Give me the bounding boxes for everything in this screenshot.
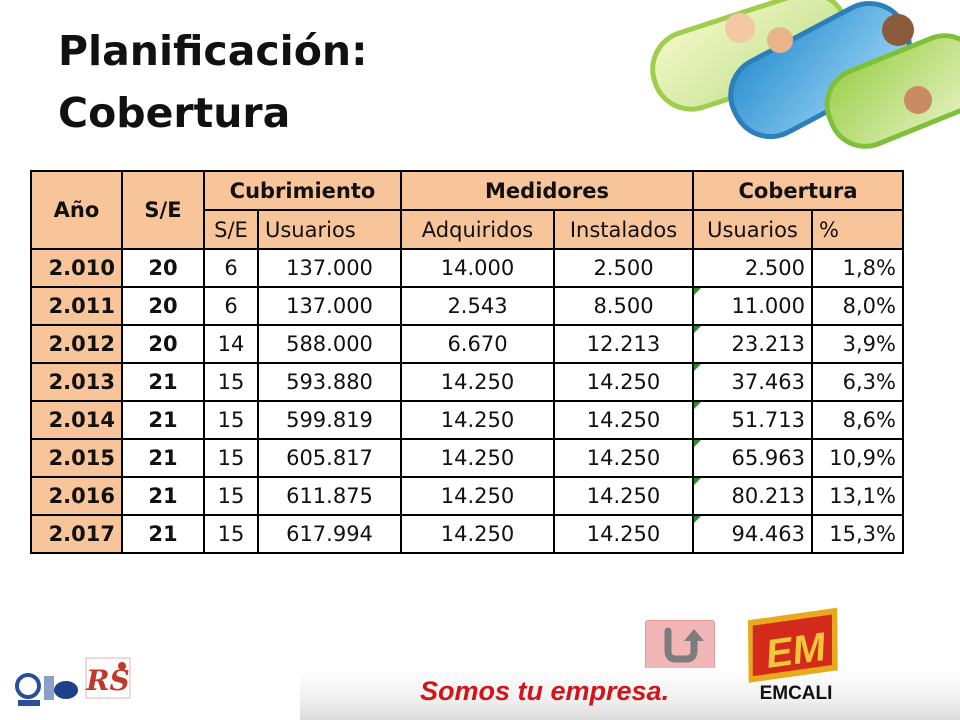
subheader-adquiridos: Adquiridos: [400, 209, 555, 250]
subheader-percent: %: [811, 209, 904, 250]
cell-cub-usuarios: 137.000: [257, 286, 402, 326]
cell-year: 2.012: [30, 324, 123, 364]
cell-cub-usuarios: 617.994: [257, 514, 402, 554]
cell-cub-se: 15: [203, 476, 259, 516]
cell-year: 2.010: [30, 248, 123, 288]
cell-instalados: 8.500: [553, 286, 694, 326]
cell-se: 21: [121, 362, 205, 402]
cell-instalados: 14.250: [553, 514, 694, 554]
cell-cob-usuarios: 23.213: [692, 324, 813, 364]
cell-cub-se: 6: [203, 248, 259, 288]
cell-cub-se: 6: [203, 286, 259, 326]
cell-se: 20: [121, 248, 205, 288]
header-cubrimiento: Cubrimiento: [203, 170, 402, 211]
cell-year: 2.017: [30, 514, 123, 554]
subheader-usuarios: Usuarios: [257, 209, 402, 250]
cell-cob-usuarios: 51.713: [692, 400, 813, 440]
cell-se: 21: [121, 400, 205, 440]
back-button[interactable]: [645, 620, 715, 670]
cell-cub-se: 14: [203, 324, 259, 364]
cell-cob-percent: 1,8%: [811, 248, 904, 288]
header-se: S/E: [121, 170, 205, 250]
header-medidores: Medidores: [400, 170, 694, 211]
cell-instalados: 2.500: [553, 248, 694, 288]
title-line-1: Planificación:: [58, 27, 368, 75]
subheader-se: S/E: [203, 209, 259, 250]
cell-cub-usuarios: 611.875: [257, 476, 402, 516]
cell-cob-usuarios: 80.213: [692, 476, 813, 516]
cell-adquiridos: 14.250: [400, 514, 555, 554]
cell-cob-usuarios: 94.463: [692, 514, 813, 554]
cell-instalados: 14.250: [553, 400, 694, 440]
cell-cob-percent: 13,1%: [811, 476, 904, 516]
cell-adquiridos: 2.543: [400, 286, 555, 326]
cell-se: 21: [121, 438, 205, 478]
cell-instalados: 12.213: [553, 324, 694, 364]
cell-cob-usuarios: 65.963: [692, 438, 813, 478]
cell-cub-usuarios: 605.817: [257, 438, 402, 478]
cell-se: 20: [121, 324, 205, 364]
table-row: 2.013 21 15 593.880 14.250 14.250 37.463 6,3%: [30, 362, 904, 402]
cell-cob-percent: 3,9%: [811, 324, 904, 364]
title-line-2: Cobertura: [58, 89, 291, 137]
subheader-instalados: Instalados: [553, 209, 694, 250]
cell-cob-percent: 6,3%: [811, 362, 904, 402]
coverage-table: Año S/E Cubrimiento Medidores Cobertura …: [30, 170, 904, 554]
cell-cob-percent: 8,0%: [811, 286, 904, 326]
cell-cob-percent: 15,3%: [811, 514, 904, 554]
header-cobertura: Cobertura: [692, 170, 904, 211]
header-row-2: S/E Usuarios Adquiridos Instalados Usuar…: [31, 209, 904, 250]
cell-cub-usuarios: 593.880: [257, 362, 402, 402]
cell-cob-percent: 8,6%: [811, 400, 904, 440]
header-year: Año: [30, 170, 123, 250]
cell-adquiridos: 14.250: [400, 438, 555, 478]
subheader-usuarios-cobertura: Usuarios: [692, 209, 813, 250]
return-arrow-icon: [664, 627, 704, 663]
cell-year: 2.016: [30, 476, 123, 516]
cell-year: 2.015: [30, 438, 123, 478]
cell-adquiridos: 14.250: [400, 400, 555, 440]
cell-cub-se: 15: [203, 400, 259, 440]
certification-seal-logo: [15, 673, 78, 706]
cell-adquiridos: 14.000: [400, 248, 555, 288]
footer-bar: [300, 668, 960, 720]
cell-cub-usuarios: 137.000: [257, 248, 402, 288]
cell-year: 2.011: [30, 286, 123, 326]
table-row: 2.010 20 6 137.000 14.000 2.500 2.500 1,8%: [30, 248, 904, 288]
header-row-1: Año S/E Cubrimiento Medidores Cobertura: [30, 170, 904, 250]
cell-cub-se: 15: [203, 514, 259, 554]
cell-cob-percent: 10,9%: [811, 438, 904, 478]
emcali-logo: EM: [747, 607, 838, 683]
table-row: 2.016 21 15 611.875 14.250 14.250 80.213 13,1%: [30, 476, 904, 516]
cell-cub-usuarios: 588.000: [257, 324, 402, 364]
cell-cub-se: 15: [203, 438, 259, 478]
rs-social-responsibility-logo: RS: [85, 657, 131, 699]
header-banner-image: [650, 0, 960, 149]
cell-se: 21: [121, 476, 205, 516]
cell-adquiridos: 14.250: [400, 362, 555, 402]
cell-year: 2.013: [30, 362, 123, 402]
cell-cob-usuarios: 2.500: [692, 248, 813, 288]
cell-cub-usuarios: 599.819: [257, 400, 402, 440]
cell-cob-usuarios: 11.000: [692, 286, 813, 326]
cell-se: 21: [121, 514, 205, 554]
cell-year: 2.014: [30, 400, 123, 440]
table-row: 2.017 21 15 617.994 14.250 14.250 94.463 15,3%: [30, 514, 904, 554]
table-row: 2.015 21 15 605.817 14.250 14.250 65.963 10,9%: [30, 438, 904, 478]
cell-instalados: 14.250: [553, 362, 694, 402]
cell-instalados: 14.250: [553, 438, 694, 478]
cell-adquiridos: 6.670: [400, 324, 555, 364]
emcali-logo-mark: EM: [763, 625, 830, 677]
table-row: 2.011 20 6 137.000 2.543 8.500 11.000 8,0%: [30, 286, 904, 326]
page-title: Planificación: Cobertura: [58, 20, 367, 144]
cell-se: 20: [121, 286, 205, 326]
cell-cub-se: 15: [203, 362, 259, 402]
table-row: 2.014 21 15 599.819 14.250 14.250 51.713 8,6%: [30, 400, 904, 440]
table-row: 2.012 20 14 588.000 6.670 12.213 23.213 3,9%: [30, 324, 904, 364]
cell-adquiridos: 14.250: [400, 476, 555, 516]
footer-slogan: Somos tu empresa.: [420, 676, 670, 706]
cell-instalados: 14.250: [553, 476, 694, 516]
cell-cob-usuarios: 37.463: [692, 362, 813, 402]
emcali-brand-name: EMCALI: [759, 683, 833, 704]
